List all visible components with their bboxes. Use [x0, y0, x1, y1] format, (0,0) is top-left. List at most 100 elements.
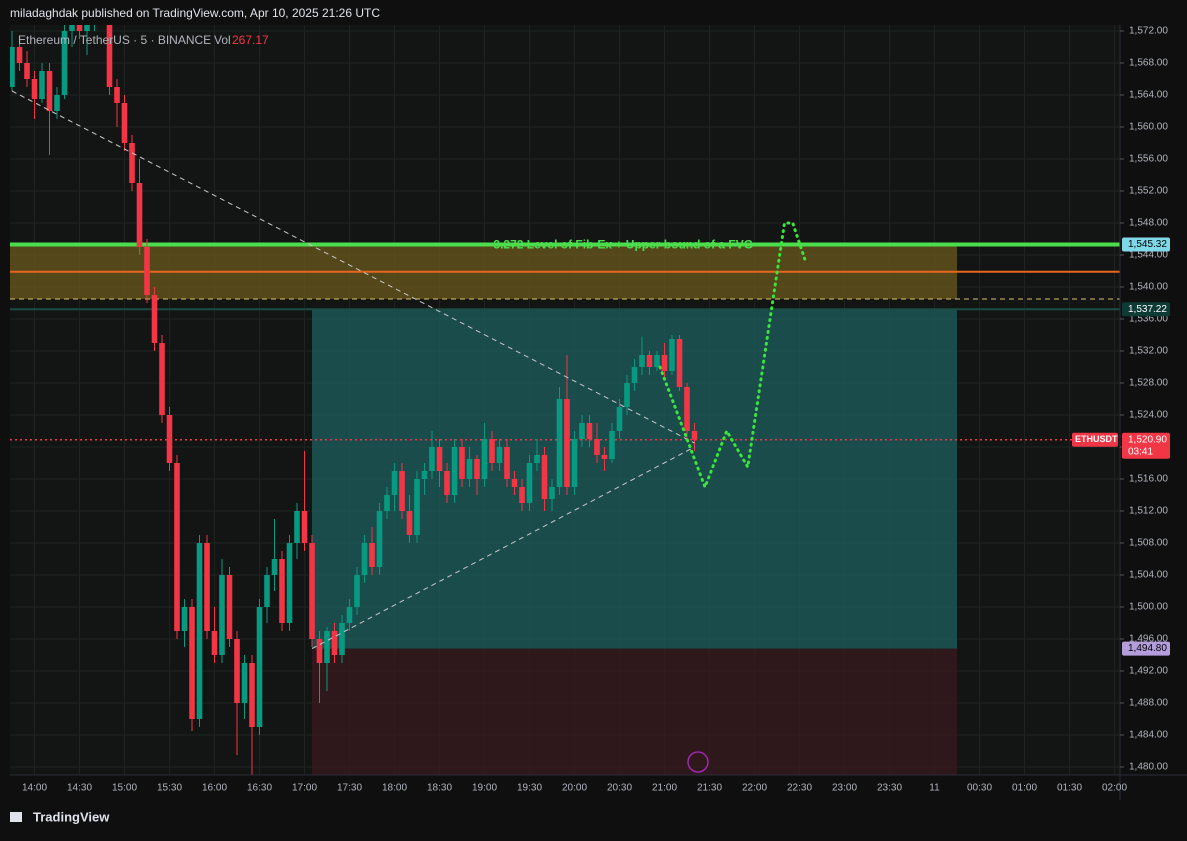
candle-body [384, 495, 390, 511]
x-tick-label: 18:30 [427, 783, 452, 794]
candle-body [691, 431, 698, 440]
candle-body [174, 463, 180, 631]
price-tag [1122, 641, 1170, 656]
x-tick-label: 22:30 [787, 783, 812, 794]
candle-body [466, 459, 473, 479]
x-tick-label: 14:00 [22, 783, 47, 794]
candle-body [676, 339, 683, 387]
candle-body [211, 631, 218, 655]
candle-body [496, 447, 503, 463]
x-tick-label: 16:30 [247, 783, 272, 794]
candle-body [181, 607, 188, 631]
alert-icon[interactable] [687, 751, 709, 773]
candle-body [534, 455, 540, 463]
symbol-tag-label: ETHUSDT [1075, 434, 1118, 444]
x-tick-label: 14:30 [67, 783, 92, 794]
price-tag [1122, 302, 1170, 317]
candle-body [541, 455, 548, 499]
candle-body [609, 431, 615, 459]
candle-body [406, 511, 413, 535]
y-tick-label: 1,560.00 [1129, 122, 1168, 133]
candle-body [556, 399, 563, 487]
y-tick-label: 1,488.00 [1129, 698, 1168, 709]
y-tick-label: 1,528.00 [1129, 378, 1168, 389]
candle-body [54, 95, 60, 111]
candle-body [601, 455, 608, 459]
candle-body [256, 607, 263, 727]
x-tick-label: 01:00 [1012, 783, 1037, 794]
candle-body [661, 355, 668, 371]
x-tick-label: 20:00 [562, 783, 587, 794]
candle-body [346, 607, 353, 623]
candle-body [31, 79, 38, 99]
candle-body [489, 439, 495, 463]
brand[interactable]: TradingView [33, 809, 110, 824]
symbol-legend[interactable]: Ethereum / TetherUS · 5 · BINANCE [18, 33, 211, 47]
y-tick-label: 1,484.00 [1129, 730, 1168, 741]
x-tick-label: 17:00 [292, 783, 317, 794]
candle-body [301, 511, 308, 543]
x-tick-label: 16:00 [202, 783, 227, 794]
y-tick-label: 1,540.00 [1129, 282, 1168, 293]
candle-body [624, 383, 630, 407]
x-tick-label: 02:00 [1102, 783, 1127, 794]
candle-body [226, 575, 233, 639]
candle-body [151, 295, 158, 343]
y-tick-label: 1,492.00 [1129, 666, 1168, 677]
candle-body [474, 459, 480, 479]
candle-body [279, 559, 285, 623]
candle-body [121, 103, 128, 143]
symbol-tag [1072, 432, 1118, 447]
price-tag-label: 1,545.32 [1128, 239, 1167, 250]
price-tag-label: 1,494.80 [1128, 643, 1167, 654]
candle-body [571, 439, 578, 487]
candle-body [286, 543, 293, 623]
candle-body [271, 559, 278, 575]
publisher: miladaghdak published on TradingView.com… [10, 6, 380, 20]
y-tick-label: 1,544.00 [1129, 250, 1168, 261]
candle-body [249, 663, 255, 727]
y-tick-label: 1,564.00 [1129, 90, 1168, 101]
candle-body [436, 447, 443, 471]
candle-body [129, 143, 135, 183]
footer-bar [0, 801, 1187, 836]
annotation: 3.272 Level of Fib-Ex + Upper bound of a… [493, 238, 753, 252]
candle-body [451, 447, 458, 495]
y-tick-label: 1,480.00 [1129, 762, 1168, 773]
candle-body [84, 25, 90, 31]
candle-body [316, 639, 323, 663]
candle-body [399, 471, 405, 511]
candle-body [241, 663, 248, 703]
y-tick-label: 1,548.00 [1129, 218, 1168, 229]
y-tick-label: 1,504.00 [1129, 570, 1168, 581]
x-tick-label: 19:00 [472, 783, 497, 794]
x-tick-label: 00:30 [967, 783, 992, 794]
y-tick-label: 1,532.00 [1129, 346, 1168, 357]
y-tick-label: 1,556.00 [1129, 154, 1168, 165]
candle-body [106, 25, 113, 87]
candle-body [159, 343, 165, 415]
candle-body [144, 247, 150, 295]
candle-body [69, 25, 75, 31]
candle-body [376, 511, 383, 567]
candle-body [16, 47, 23, 63]
candle-body [114, 87, 120, 103]
candle-body [264, 575, 270, 607]
y-tick-label: 1,568.00 [1129, 58, 1168, 69]
y-tick-label: 1,524.00 [1129, 410, 1168, 421]
x-tick-label: 21:00 [652, 783, 677, 794]
y-tick-label: 1,516.00 [1129, 474, 1168, 485]
candle-body [354, 575, 360, 607]
candle-body [234, 639, 240, 703]
candle-body [564, 399, 570, 487]
y-tick-label: 1,536.00 [1129, 314, 1168, 325]
candle-body [594, 439, 600, 455]
candle-body [429, 447, 435, 471]
candle-body [526, 463, 533, 503]
x-tick-label: 01:30 [1057, 783, 1082, 794]
candle-body [10, 47, 15, 87]
y-tick-label: 1,496.00 [1129, 634, 1168, 645]
candle-body [339, 623, 345, 655]
candle-body [586, 423, 593, 439]
x-tick-label: 11 [929, 783, 940, 794]
